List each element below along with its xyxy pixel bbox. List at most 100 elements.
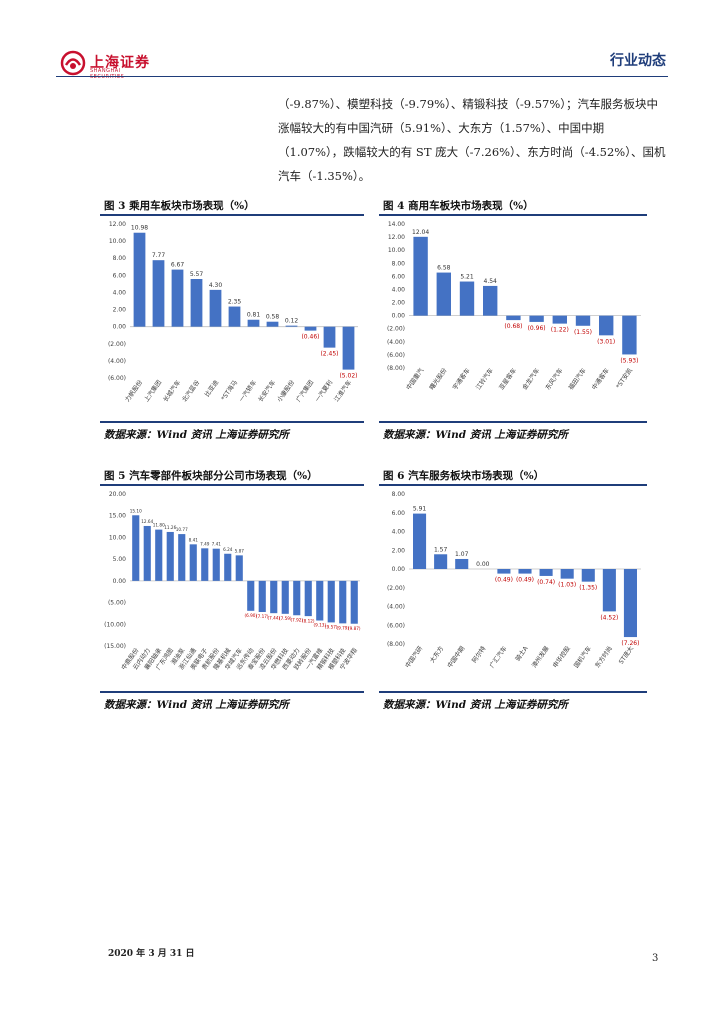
y-tick-label: 2.00	[113, 307, 127, 314]
data-label: (7.26)	[621, 640, 639, 647]
data-label: (0.96)	[528, 325, 546, 332]
data-label: (7.59)	[279, 616, 292, 621]
y-tick-label: 20.00	[109, 491, 126, 498]
bar	[247, 319, 260, 327]
data-label: 2.35	[228, 299, 242, 306]
figure-5-title-rule	[100, 484, 364, 486]
category-label: 一汽夏利	[313, 379, 334, 404]
figure-4-bottom-rule	[379, 421, 647, 423]
category-label: 一汽轿车	[237, 379, 258, 404]
data-label: (9.13)	[313, 623, 326, 628]
y-tick-label: (6.00)	[387, 622, 405, 629]
data-label: (9.79)	[336, 626, 349, 631]
bar	[350, 580, 358, 624]
figure-6-title-rule	[379, 484, 647, 486]
page-number: 3	[652, 953, 659, 964]
data-label: (1.22)	[551, 327, 569, 334]
data-label: (0.68)	[504, 323, 522, 330]
y-tick-label: (8.00)	[387, 641, 405, 648]
logo-text: 上海证券	[90, 55, 150, 71]
y-tick-label: 5.00	[113, 556, 127, 563]
y-tick-label: (8.00)	[387, 365, 405, 372]
category-label: 中国汽研	[403, 645, 424, 670]
data-label: (0.46)	[301, 334, 319, 341]
y-tick-label: (6.00)	[387, 352, 405, 359]
data-label: (9.57)	[325, 625, 338, 630]
data-label: (7.92)	[290, 617, 303, 622]
bar	[190, 279, 203, 327]
bar	[623, 569, 637, 638]
bar	[327, 580, 335, 623]
figure-5-title: 图 5 汽车零部件板块部分公司市场表现（%）	[104, 470, 318, 482]
y-tick-label: (5.00)	[108, 600, 126, 607]
data-label: 12.04	[412, 229, 429, 236]
bar	[133, 232, 146, 327]
category-label: 江淮汽车	[332, 379, 353, 404]
figure-6-source: 数据来源：Wind 资讯 上海证券研究所	[383, 699, 568, 711]
bar	[304, 326, 317, 331]
bar	[155, 529, 163, 581]
figure-5-chart: 20.00 15.00 10.00 5.00 0.00 (5.00) (10.00) (15.…	[104, 491, 361, 671]
bar	[270, 580, 278, 614]
y-tick-label: 6.00	[392, 510, 406, 517]
category-label: *ST安凯	[614, 367, 634, 391]
body-paragraph: （-9.87%）、模塑科技（-9.79%）、精锻科技（-9.57%）；汽车服务板…	[278, 97, 666, 183]
bar	[285, 325, 298, 327]
data-label: (5.93)	[620, 357, 638, 364]
category-label: 长城汽车	[161, 379, 182, 404]
bar	[339, 580, 347, 624]
bar	[178, 534, 186, 581]
logo-subtext: SHANGHAI SECURITIES	[90, 68, 125, 80]
bar	[434, 554, 448, 569]
y-tick-label: 4.00	[113, 289, 127, 296]
y-tick-label: 8.00	[392, 260, 406, 267]
bar	[209, 289, 222, 327]
data-label: (8.12)	[302, 618, 315, 623]
bar	[342, 326, 355, 370]
figure-3-title: 图 3 乘用车板块市场表现（%）	[104, 200, 255, 212]
figure-3-bottom-rule	[100, 421, 364, 423]
y-tick-label: (4.00)	[108, 358, 126, 365]
bar	[455, 558, 469, 569]
data-label: (0.49)	[516, 577, 534, 584]
category-label: 北汽蓝谷	[180, 379, 201, 404]
bar	[189, 544, 197, 581]
figure-6-title: 图 6 汽车服务板块市场表现（%）	[383, 470, 545, 482]
bar	[316, 580, 324, 621]
y-tick-label: 10.00	[388, 247, 405, 254]
bar	[152, 260, 165, 327]
bar	[132, 515, 140, 581]
data-label: 10.77	[176, 527, 188, 532]
y-tick-label: (15.00)	[104, 643, 126, 650]
category-label: 福田汽车	[567, 367, 588, 392]
figure-3-title-rule	[100, 214, 364, 216]
category-label: 广汽集团	[294, 379, 315, 404]
y-tick-label: (2.00)	[108, 341, 126, 348]
category-label: 亚星客车	[497, 367, 518, 392]
category-label: 广汇汽车	[488, 645, 509, 670]
y-tick-label: 0.00	[392, 313, 406, 320]
bar	[575, 315, 591, 326]
category-label: 东风汽车	[544, 367, 565, 392]
bar	[281, 580, 289, 614]
bar	[323, 326, 336, 348]
bar	[293, 580, 301, 616]
bar	[266, 321, 279, 327]
y-tick-label: (4.00)	[387, 339, 405, 346]
figure-4-source: 数据来源：Wind 资讯 上海证券研究所	[383, 429, 568, 441]
bar	[235, 555, 243, 581]
figure-4-title-rule	[379, 214, 647, 216]
data-label: (3.01)	[597, 338, 615, 345]
bar	[304, 580, 312, 617]
data-label: 10.98	[131, 225, 148, 232]
bar	[459, 281, 475, 316]
y-tick-label: 8.00	[392, 491, 406, 498]
data-label: 0.00	[476, 561, 490, 568]
category-label: 漳州发展	[530, 645, 551, 670]
y-tick-label: 6.00	[113, 272, 127, 279]
data-label: 7.77	[152, 252, 166, 259]
data-label: (7.17)	[256, 614, 269, 619]
data-label: 15.10	[130, 508, 142, 513]
data-label: 7.49	[200, 541, 210, 546]
data-label: 0.12	[285, 318, 299, 325]
